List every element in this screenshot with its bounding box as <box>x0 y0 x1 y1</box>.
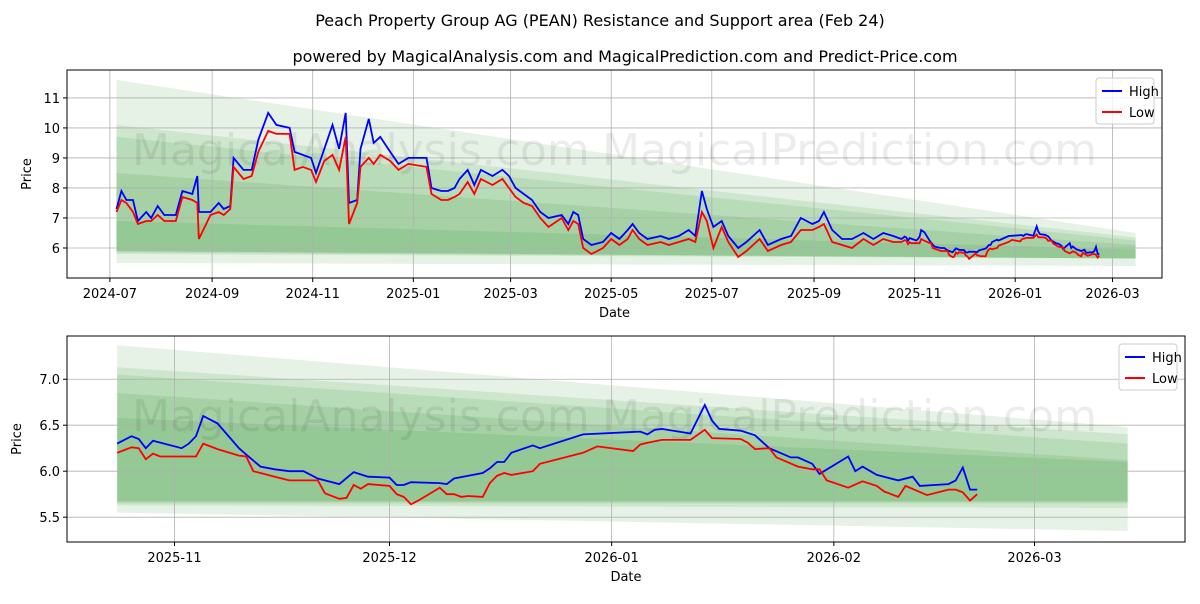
support-resistance-band <box>117 417 1128 502</box>
support-resistance-band <box>116 136 1136 259</box>
x-tick-label: 2026-03 <box>1085 287 1139 302</box>
support-resistance-band <box>117 367 1128 508</box>
legend-label-high: High <box>1129 85 1159 100</box>
x-tick-label: 2024-09 <box>185 287 239 302</box>
y-tick-label: 11 <box>43 92 60 107</box>
x-tick-label: 2026-02 <box>807 551 861 566</box>
plot-area: MagicalAnalysis.com MagicalPrediction.com <box>67 70 1162 278</box>
x-tick-label: 2024-11 <box>286 287 340 302</box>
x-axis-label: Date <box>610 570 641 585</box>
y-tick-label: 7 <box>52 212 60 227</box>
legend-label-low: Low <box>1152 372 1178 387</box>
legend: High Low <box>1118 343 1182 391</box>
high-series-line <box>115 110 1100 255</box>
legend-label-high: High <box>1152 351 1182 366</box>
x-tick-label: 2026-01 <box>585 551 639 566</box>
x-tick-label: 2025-09 <box>787 287 841 302</box>
x-tick-label: 2025-01 <box>386 287 440 302</box>
low-series-line <box>115 129 1101 261</box>
plot-area: MagicalAnalysis.com MagicalPrediction.com <box>67 336 1185 542</box>
bottom-chart: MagicalAnalysis.com MagicalPrediction.com… <box>10 335 1186 585</box>
axes-frame <box>66 335 1186 543</box>
low-series-line <box>116 428 978 506</box>
watermark-text: MagicalPrediction.com <box>602 391 1097 442</box>
watermark-text: MagicalAnalysis.com <box>132 391 590 442</box>
chart-subtitle: powered by MagicalAnalysis.com and Magic… <box>292 47 957 66</box>
y-tick-label: 5.5 <box>39 511 60 526</box>
axes-frame <box>66 69 1163 279</box>
y-axis-label: Price <box>20 158 35 190</box>
x-tick-label: 2025-07 <box>685 287 739 302</box>
x-tick-label: 2025-11 <box>147 551 201 566</box>
chart-title: Peach Property Group AG (PEAN) Resistanc… <box>315 11 885 30</box>
x-axis-label: Date <box>599 306 630 321</box>
y-tick-label: 9 <box>52 152 60 167</box>
x-tick-label: 2024-07 <box>83 287 137 302</box>
legend: High Low <box>1095 77 1159 125</box>
x-tick-label: 2025-12 <box>362 551 416 566</box>
y-axis-label: Price <box>10 423 25 455</box>
x-tick-label: 2025-05 <box>584 287 638 302</box>
x-tick-label: 2025-11 <box>887 287 941 302</box>
top-chart: MagicalAnalysis.com MagicalPrediction.com… <box>20 69 1163 321</box>
legend-label-low: Low <box>1129 106 1155 121</box>
y-tick-label: 7.0 <box>39 373 60 388</box>
support-resistance-band <box>116 172 1136 259</box>
x-tick-label: 2026-01 <box>988 287 1042 302</box>
x-tick-label: 2026-03 <box>1007 551 1061 566</box>
y-tick-label: 6.0 <box>39 465 60 480</box>
y-tick-label: 6.5 <box>39 419 60 434</box>
x-tick-label: 2025-03 <box>483 287 537 302</box>
y-tick-label: 10 <box>43 122 60 137</box>
high-series-line <box>116 402 978 491</box>
support-resistance-band <box>116 79 1136 266</box>
y-tick-label: 6 <box>52 242 60 257</box>
watermark-text: MagicalPrediction.com <box>602 125 1097 176</box>
y-tick-label: 8 <box>52 182 60 197</box>
